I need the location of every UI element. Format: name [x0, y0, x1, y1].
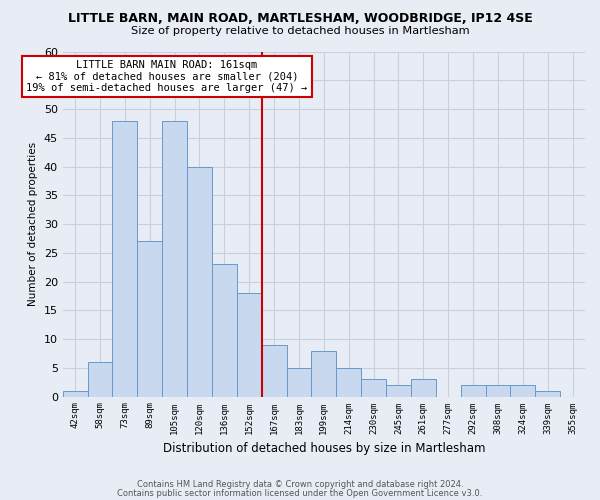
X-axis label: Distribution of detached houses by size in Martlesham: Distribution of detached houses by size … — [163, 442, 485, 455]
Bar — [162, 120, 187, 396]
Bar — [88, 362, 112, 396]
Text: Contains HM Land Registry data © Crown copyright and database right 2024.: Contains HM Land Registry data © Crown c… — [137, 480, 463, 489]
Bar — [187, 166, 212, 396]
Bar — [137, 242, 162, 396]
Bar — [485, 385, 511, 396]
Bar — [262, 345, 287, 397]
Text: Contains public sector information licensed under the Open Government Licence v3: Contains public sector information licen… — [118, 488, 482, 498]
Bar — [62, 391, 88, 396]
Bar — [212, 264, 237, 396]
Bar — [411, 380, 436, 396]
Bar — [237, 293, 262, 397]
Text: LITTLE BARN, MAIN ROAD, MARTLESHAM, WOODBRIDGE, IP12 4SE: LITTLE BARN, MAIN ROAD, MARTLESHAM, WOOD… — [68, 12, 532, 26]
Bar — [112, 120, 137, 396]
Y-axis label: Number of detached properties: Number of detached properties — [28, 142, 38, 306]
Bar — [287, 368, 311, 396]
Bar — [361, 380, 386, 396]
Bar — [511, 385, 535, 396]
Bar — [336, 368, 361, 396]
Bar — [535, 391, 560, 396]
Bar — [461, 385, 485, 396]
Text: LITTLE BARN MAIN ROAD: 161sqm
← 81% of detached houses are smaller (204)
19% of : LITTLE BARN MAIN ROAD: 161sqm ← 81% of d… — [26, 60, 308, 94]
Bar — [386, 385, 411, 396]
Bar — [311, 350, 336, 397]
Text: Size of property relative to detached houses in Martlesham: Size of property relative to detached ho… — [131, 26, 469, 36]
